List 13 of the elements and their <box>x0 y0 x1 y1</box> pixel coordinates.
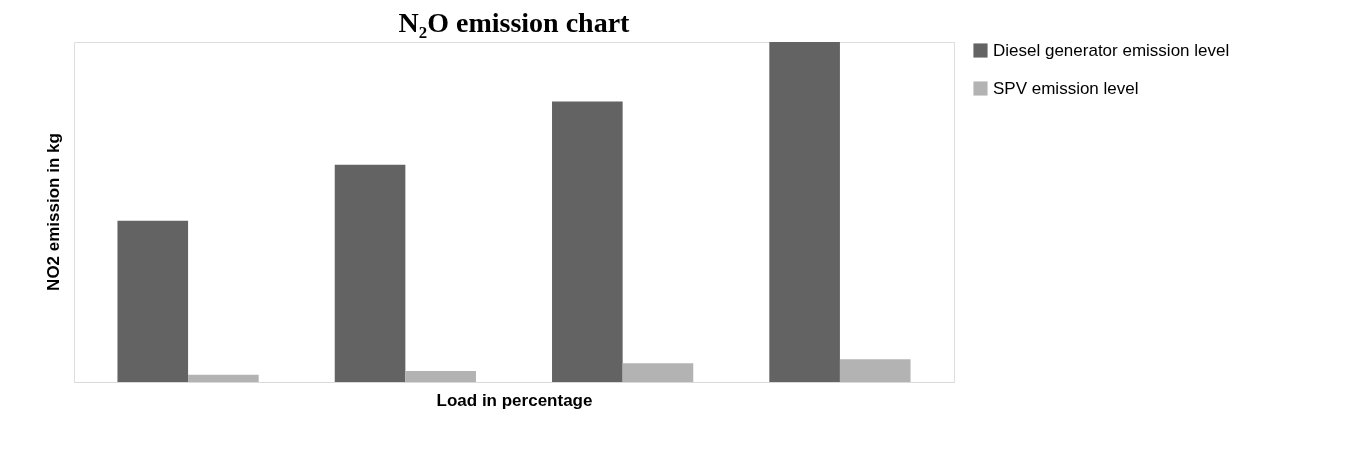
bar <box>552 101 623 382</box>
bar <box>622 363 694 382</box>
x-axis-title: Load in percentage <box>436 390 593 410</box>
legend-label: Diesel generator emission level <box>993 40 1230 60</box>
bar <box>839 359 911 382</box>
bar <box>188 374 259 382</box>
bar <box>334 164 406 382</box>
chart-title: N₂O emission chart <box>398 7 631 38</box>
bar <box>769 42 840 382</box>
y-axis-title: NO2 emission in kg <box>44 133 63 291</box>
legend-label: SPV emission level <box>993 78 1139 98</box>
bar <box>405 371 476 382</box>
bar <box>117 220 189 382</box>
